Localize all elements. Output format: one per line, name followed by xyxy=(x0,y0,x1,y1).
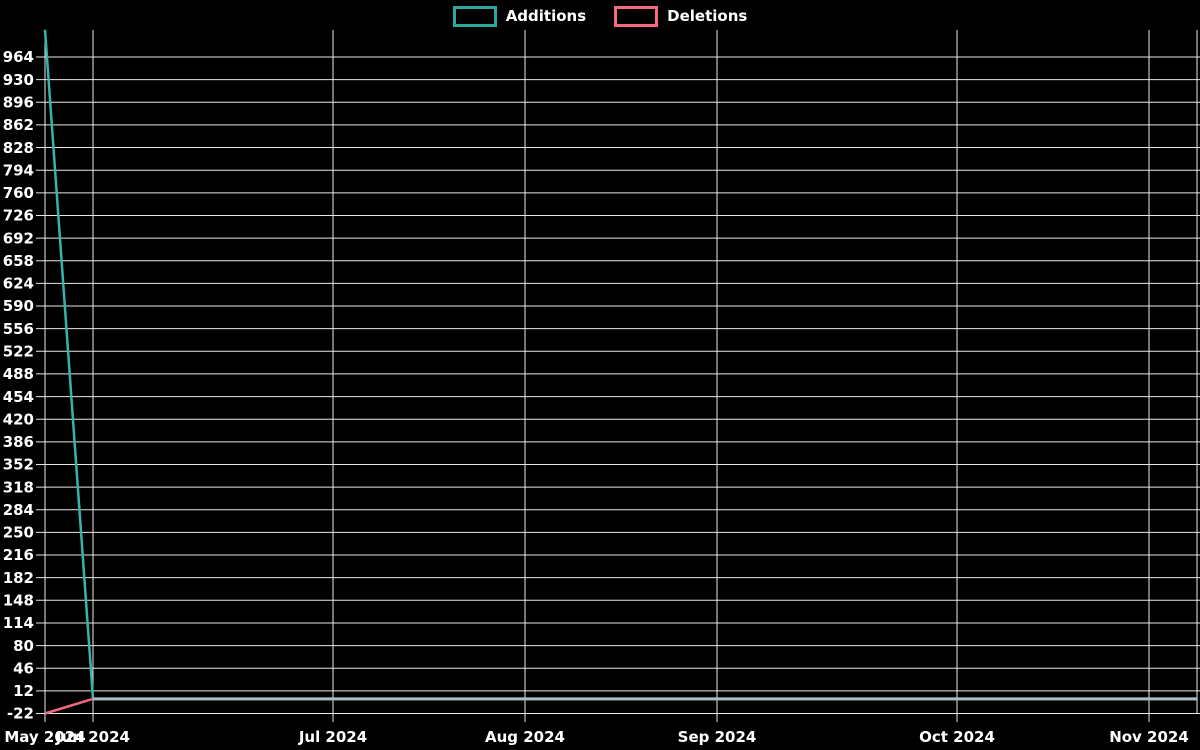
y-tick-label: 828 xyxy=(3,139,34,157)
x-tick-label: Aug 2024 xyxy=(485,728,565,746)
x-tick-label: Jul 2024 xyxy=(298,728,367,746)
chart-legend: Additions Deletions xyxy=(0,6,1200,27)
x-gridlines xyxy=(44,30,1198,714)
y-tick-label: 148 xyxy=(3,592,34,610)
x-tick-label: Jun 2024 xyxy=(55,728,130,746)
x-axis-ticks xyxy=(44,713,1150,722)
y-tick-label: 862 xyxy=(3,116,34,134)
deletions-swatch-icon xyxy=(614,6,659,27)
legend-additions-label: Additions xyxy=(505,7,587,25)
y-tick-label: 12 xyxy=(13,682,34,700)
x-tick-label: Oct 2024 xyxy=(919,728,995,746)
legend-item-additions[interactable]: Additions xyxy=(452,6,587,27)
y-tick-label: 318 xyxy=(3,478,34,496)
series-lines xyxy=(43,29,1197,715)
y-gridlines xyxy=(36,56,1200,714)
y-tick-label: 930 xyxy=(3,71,34,89)
y-tick-label: 556 xyxy=(3,320,34,338)
y-tick-label: 216 xyxy=(3,546,34,564)
y-tick-label: 386 xyxy=(3,433,34,451)
y-tick-label: 624 xyxy=(3,275,34,293)
y-tick-label: 284 xyxy=(3,501,34,519)
y-tick-label: 488 xyxy=(3,365,34,383)
y-tick-label: 590 xyxy=(3,297,34,315)
y-tick-label: 420 xyxy=(3,410,34,428)
y-tick-label: 658 xyxy=(3,252,34,270)
x-tick-label: Sep 2024 xyxy=(678,728,757,746)
series-line-additions xyxy=(43,29,1197,701)
y-tick-label: 726 xyxy=(3,207,34,225)
y-tick-label: 896 xyxy=(3,93,34,111)
legend-item-deletions[interactable]: Deletions xyxy=(614,6,747,27)
y-tick-label: 182 xyxy=(3,569,34,587)
y-tick-label: 692 xyxy=(3,229,34,247)
legend-deletions-label: Deletions xyxy=(667,7,748,25)
y-tick-label: 760 xyxy=(3,184,34,202)
series-line-deletions xyxy=(44,697,1197,715)
y-tick-label: -22 xyxy=(7,705,34,723)
y-tick-label: 454 xyxy=(3,388,34,406)
y-tick-label: 114 xyxy=(3,614,34,632)
additions-swatch-icon xyxy=(452,6,497,27)
x-tick-label: Nov 2024 xyxy=(1109,728,1189,746)
y-tick-label: 522 xyxy=(3,342,34,360)
x-tick-label: May 2024 xyxy=(4,728,85,746)
y-tick-label: 250 xyxy=(3,524,34,542)
y-tick-label: 80 xyxy=(13,637,34,655)
y-tick-label: 352 xyxy=(3,456,34,474)
y-tick-label: 964 xyxy=(3,48,34,66)
y-tick-label: 46 xyxy=(13,659,34,677)
y-axis-labels: -22 12 46 80 114 148 182 216 250 284 318 352 386 420 4… xyxy=(3,48,34,723)
y-tick-label: 794 xyxy=(3,161,34,179)
